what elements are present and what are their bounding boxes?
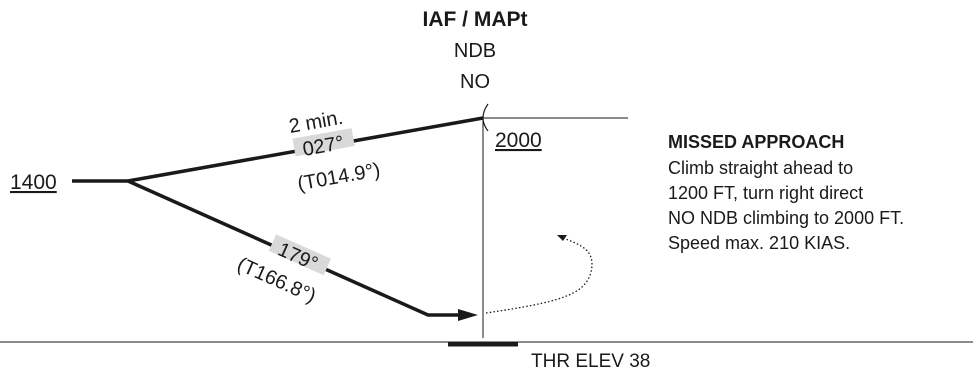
missed-approach-line: 1200 FT, turn right direct (668, 183, 863, 203)
outbound-leg-labels: 2 min. 027° (T014.9°) (287, 107, 382, 196)
missed-approach-line: Climb straight ahead to (668, 158, 853, 178)
outbound-magnetic-halo (292, 128, 355, 157)
missed-approach-line: NO NDB climbing to 2000 FT. (668, 208, 904, 228)
missed-approach-title: MISSED APPROACH (668, 132, 844, 152)
threshold-elevation-label: THR ELEV 38 (531, 351, 650, 371)
fix-altitude-label: 2000 (495, 129, 542, 152)
inbound-leg-labels: 179° (T166.8°) (234, 234, 331, 308)
fix-name-label: IAF / MAPt (423, 8, 528, 31)
fix-type-label: NDB (454, 40, 496, 62)
missed-approach-path (485, 237, 593, 314)
outbound-true-label: (T014.9°) (296, 159, 382, 195)
missed-approach-line: Speed max. 210 KIAS. (668, 233, 850, 253)
inbound-leg-line (127, 179, 460, 317)
inbound-arrowhead (458, 309, 478, 321)
initial-altitude-label: 1400 (10, 171, 57, 194)
missed-approach-arrowhead (557, 235, 567, 241)
fix-marker-arc (482, 103, 489, 132)
inbound-magnetic-halo (268, 234, 331, 276)
fix-ident-label: NO (460, 71, 490, 93)
